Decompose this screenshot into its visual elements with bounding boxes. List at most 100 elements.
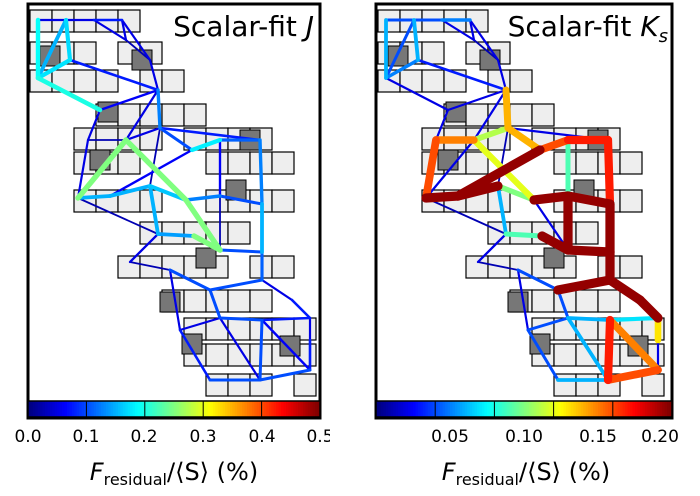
network-edge xyxy=(98,88,160,112)
colorbar-segment xyxy=(432,401,436,417)
network-edge xyxy=(424,138,476,200)
network-edge xyxy=(504,124,544,154)
network-edge xyxy=(526,316,570,332)
network-edge xyxy=(125,39,151,61)
network-edge xyxy=(635,295,663,323)
colorbar-segment xyxy=(30,401,34,417)
colorbar-segment xyxy=(536,401,540,417)
network-edge xyxy=(412,18,420,62)
colorbar-segment xyxy=(249,401,253,417)
detector-tile xyxy=(205,189,229,213)
colorbar-segment xyxy=(427,401,431,417)
colorbar-segment xyxy=(305,401,309,417)
colorbar-segment xyxy=(247,401,251,417)
detector-tile xyxy=(619,189,643,213)
colorbar-segment xyxy=(220,401,224,417)
colorbar-segment xyxy=(225,401,229,417)
network-edge xyxy=(76,194,112,200)
network-edge xyxy=(258,318,264,382)
colorbar-segment xyxy=(479,401,483,417)
detector-tile xyxy=(249,289,273,313)
colorbar-segment xyxy=(464,401,468,417)
colorbar-segment xyxy=(491,401,495,417)
colorbar-segment xyxy=(553,401,557,417)
detector-tile-dark xyxy=(543,247,565,269)
colorbar-segment xyxy=(526,401,530,417)
colorbar-segment xyxy=(281,401,285,417)
colorbar-tick-label: 0.3 xyxy=(189,427,216,447)
detector-tile xyxy=(205,343,229,367)
colorbar-segment xyxy=(57,401,61,417)
colorbar-segment xyxy=(561,401,565,417)
colorbar-segment xyxy=(615,401,619,417)
panel-title: Scalar-fit J xyxy=(173,10,314,43)
colorbar-segment xyxy=(664,401,668,417)
network-edge xyxy=(516,268,560,292)
network-edge xyxy=(468,18,476,42)
network-edge xyxy=(440,18,476,42)
colorbar-segment xyxy=(617,401,621,417)
colorbar-frame xyxy=(27,400,321,418)
colorbar-segment xyxy=(376,401,380,417)
network-edge xyxy=(260,318,312,372)
colorbar-segment xyxy=(385,401,389,417)
detector-tile xyxy=(553,151,577,175)
detector-tile xyxy=(465,255,489,279)
network-edge xyxy=(422,136,440,202)
colorbar-segment xyxy=(610,401,614,417)
colorbar-segment xyxy=(66,401,70,417)
colorbar-segment xyxy=(183,401,187,417)
colorbar-segment xyxy=(130,401,134,417)
detector-tile-dark xyxy=(445,101,467,123)
colorbar-segment xyxy=(81,401,85,417)
colorbar-segment xyxy=(649,401,653,417)
colorbar-segment xyxy=(622,401,626,417)
colorbar-segment xyxy=(388,401,392,417)
colorbar-segment xyxy=(420,401,424,417)
colorbar-segment xyxy=(79,401,83,417)
network-edge xyxy=(384,18,416,80)
colorbar-segment xyxy=(307,401,311,417)
network-edge xyxy=(502,86,512,132)
colorbar-segment xyxy=(310,401,314,417)
detector-tile-dark xyxy=(279,335,301,357)
colorbar-segment xyxy=(302,401,306,417)
network-edge xyxy=(563,191,615,209)
colorbar-segment xyxy=(210,401,214,417)
colorbar-segment xyxy=(625,401,629,417)
colorbar-tick-label: 0.0 xyxy=(14,427,41,447)
colorbar-segment xyxy=(620,401,624,417)
colorbar-segment xyxy=(551,401,555,417)
colorbar-segment xyxy=(528,401,532,417)
colorbar-segment xyxy=(40,401,44,417)
network-edge xyxy=(76,138,90,200)
plot-frame xyxy=(26,2,322,420)
network-edge xyxy=(566,316,610,382)
detector-tile xyxy=(227,373,251,397)
network-edge xyxy=(108,148,194,198)
network-edge xyxy=(556,288,570,320)
colorbar-segment xyxy=(393,401,397,417)
colorbar-segment xyxy=(54,401,58,417)
detector-tile xyxy=(619,255,643,279)
panel-scalar-fit-j: Scalar-fit J 0.0 0.1 0.2 0.3 0.4 0.5 Fre… xyxy=(10,0,330,496)
colorbar-segment xyxy=(519,401,523,417)
colorbar-segment xyxy=(415,401,419,417)
colorbar-segment xyxy=(83,401,87,417)
colorbar-segment xyxy=(198,401,202,417)
network-edge xyxy=(384,76,450,112)
network-edge xyxy=(526,328,560,382)
network-edge xyxy=(218,194,264,206)
colorbar-segment xyxy=(88,401,92,417)
detector-tile xyxy=(293,373,317,397)
colorbar-segment xyxy=(437,401,441,417)
colorbar-segment xyxy=(37,401,41,417)
colorbar-segment xyxy=(499,401,503,417)
network-edge xyxy=(496,58,508,92)
network-edge xyxy=(532,198,570,252)
detector-tile xyxy=(73,69,97,93)
colorbar xyxy=(27,400,321,418)
detector-tile xyxy=(641,373,665,397)
colorbar-segment xyxy=(659,401,663,417)
colorbar-segment xyxy=(400,401,404,417)
